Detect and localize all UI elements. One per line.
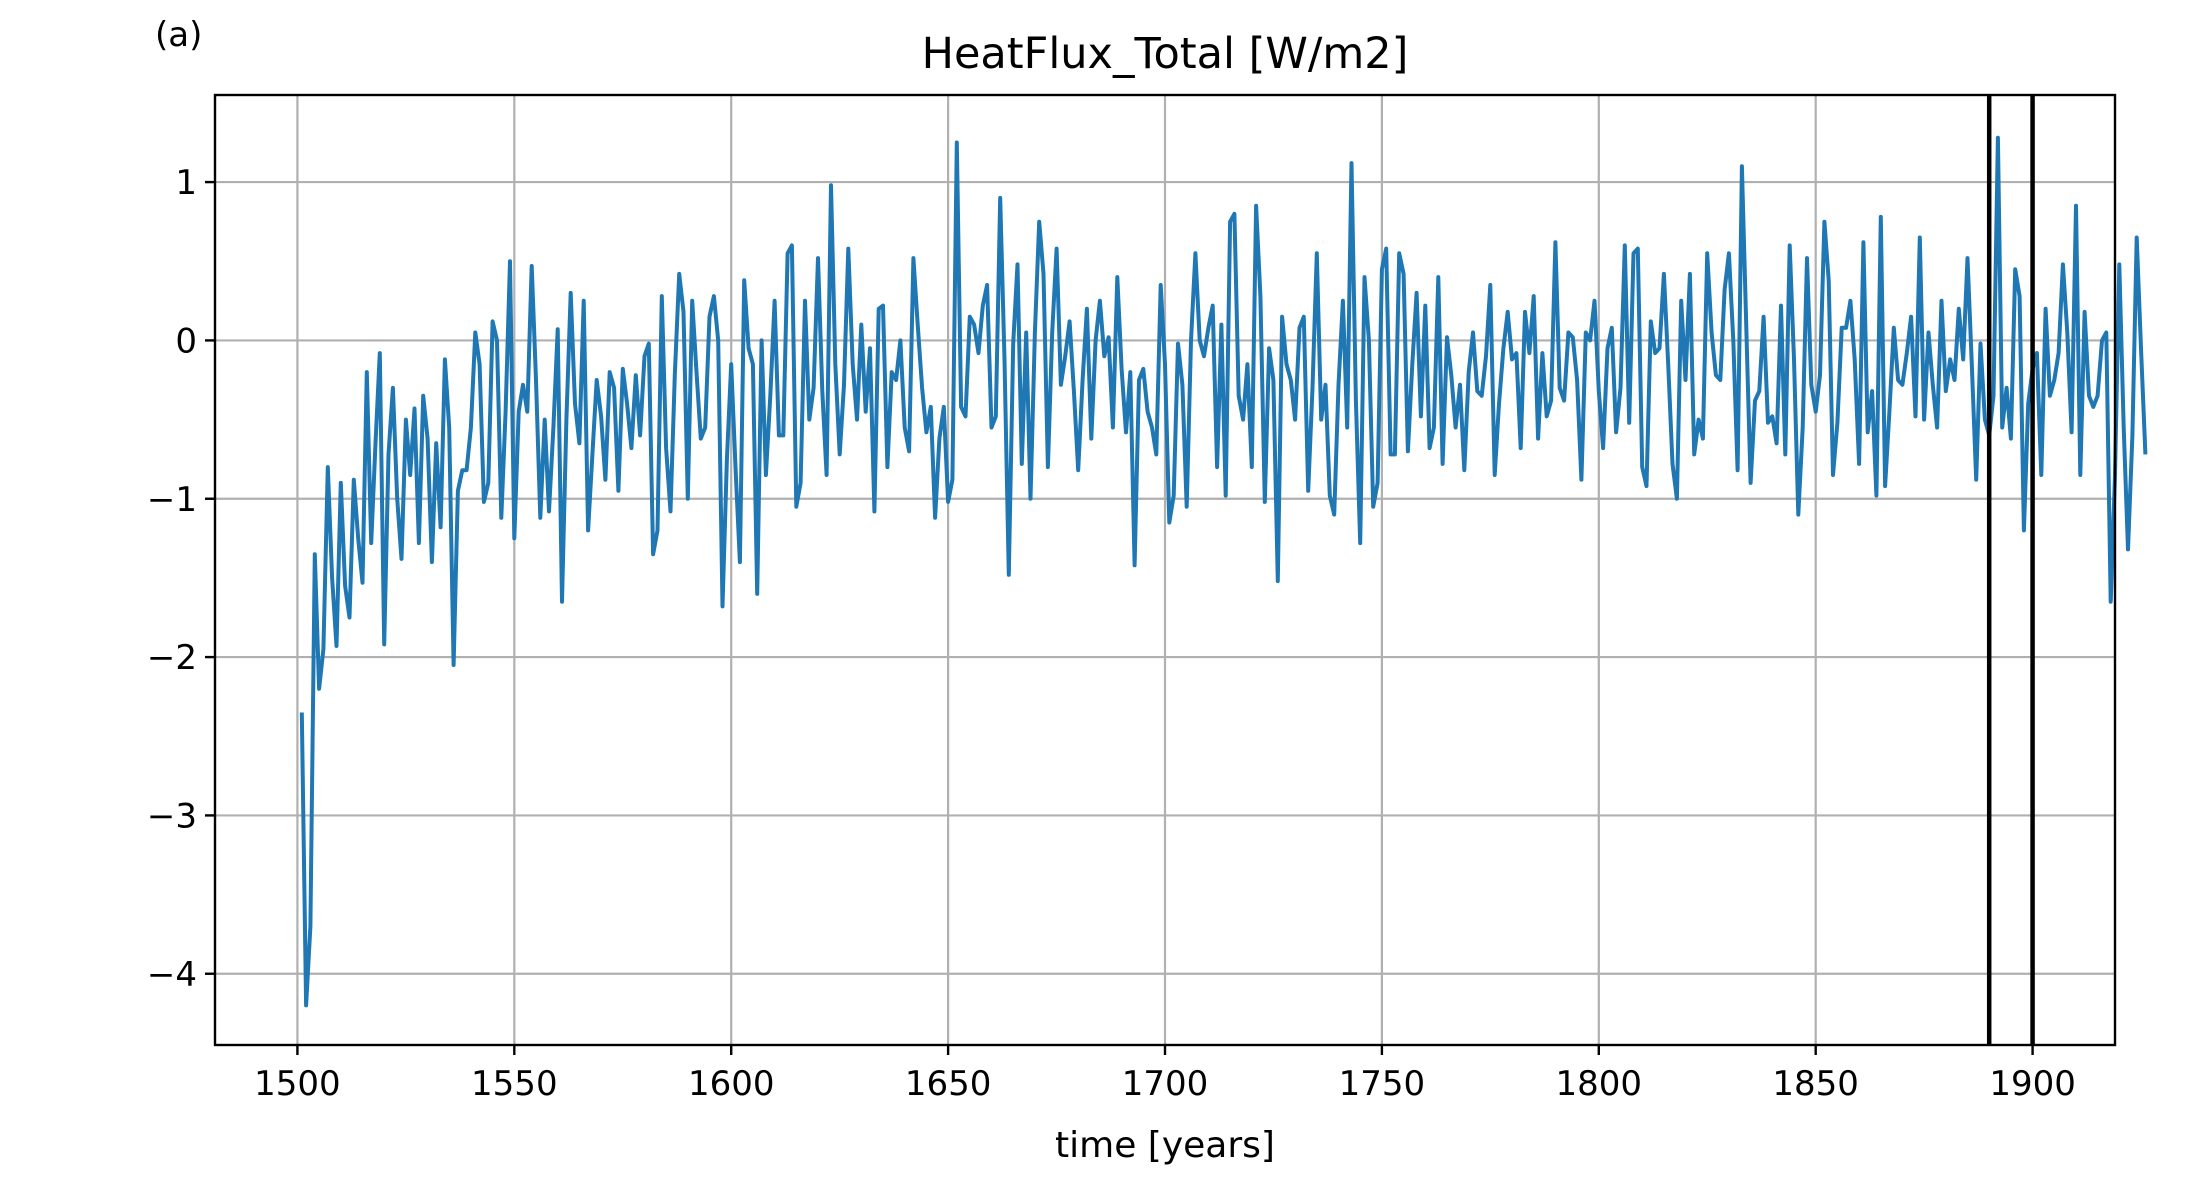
x-tick-label: 1800	[1556, 1064, 1643, 1104]
y-tick-label: −3	[147, 796, 197, 836]
x-tick-label: 1850	[1772, 1064, 1859, 1104]
x-axis-ticks: 1500 1550 1600 1650 1700 1750 1800 1850 1900	[254, 1045, 2076, 1104]
x-tick-label: 1700	[1122, 1064, 1209, 1104]
chart-title: HeatFlux_Total [W/m2]	[922, 29, 1409, 79]
x-tick-label: 1900	[1989, 1064, 2076, 1104]
y-tick-label: −2	[147, 638, 197, 678]
y-tick-label: −1	[147, 480, 197, 520]
series-line	[299, 135, 2148, 1008]
x-tick-label: 1550	[471, 1064, 558, 1104]
series-layer	[299, 135, 2148, 1008]
grid-layer	[215, 95, 2115, 1045]
vline-layer	[1986, 95, 2035, 1045]
y-axis-ticks: 1 0 −1 −2 −3 −4	[147, 163, 215, 995]
x-tick-label: 1500	[254, 1064, 341, 1104]
x-axis-label: time [years]	[1055, 1125, 1275, 1166]
x-tick-label: 1650	[905, 1064, 992, 1104]
x-tick-label: 1600	[688, 1064, 775, 1104]
y-tick-label: 0	[175, 321, 197, 361]
y-tick-label: 1	[175, 163, 197, 203]
panel-label: (a)	[155, 15, 202, 55]
y-tick-label: −4	[147, 955, 197, 995]
x-tick-label: 1750	[1339, 1064, 1426, 1104]
